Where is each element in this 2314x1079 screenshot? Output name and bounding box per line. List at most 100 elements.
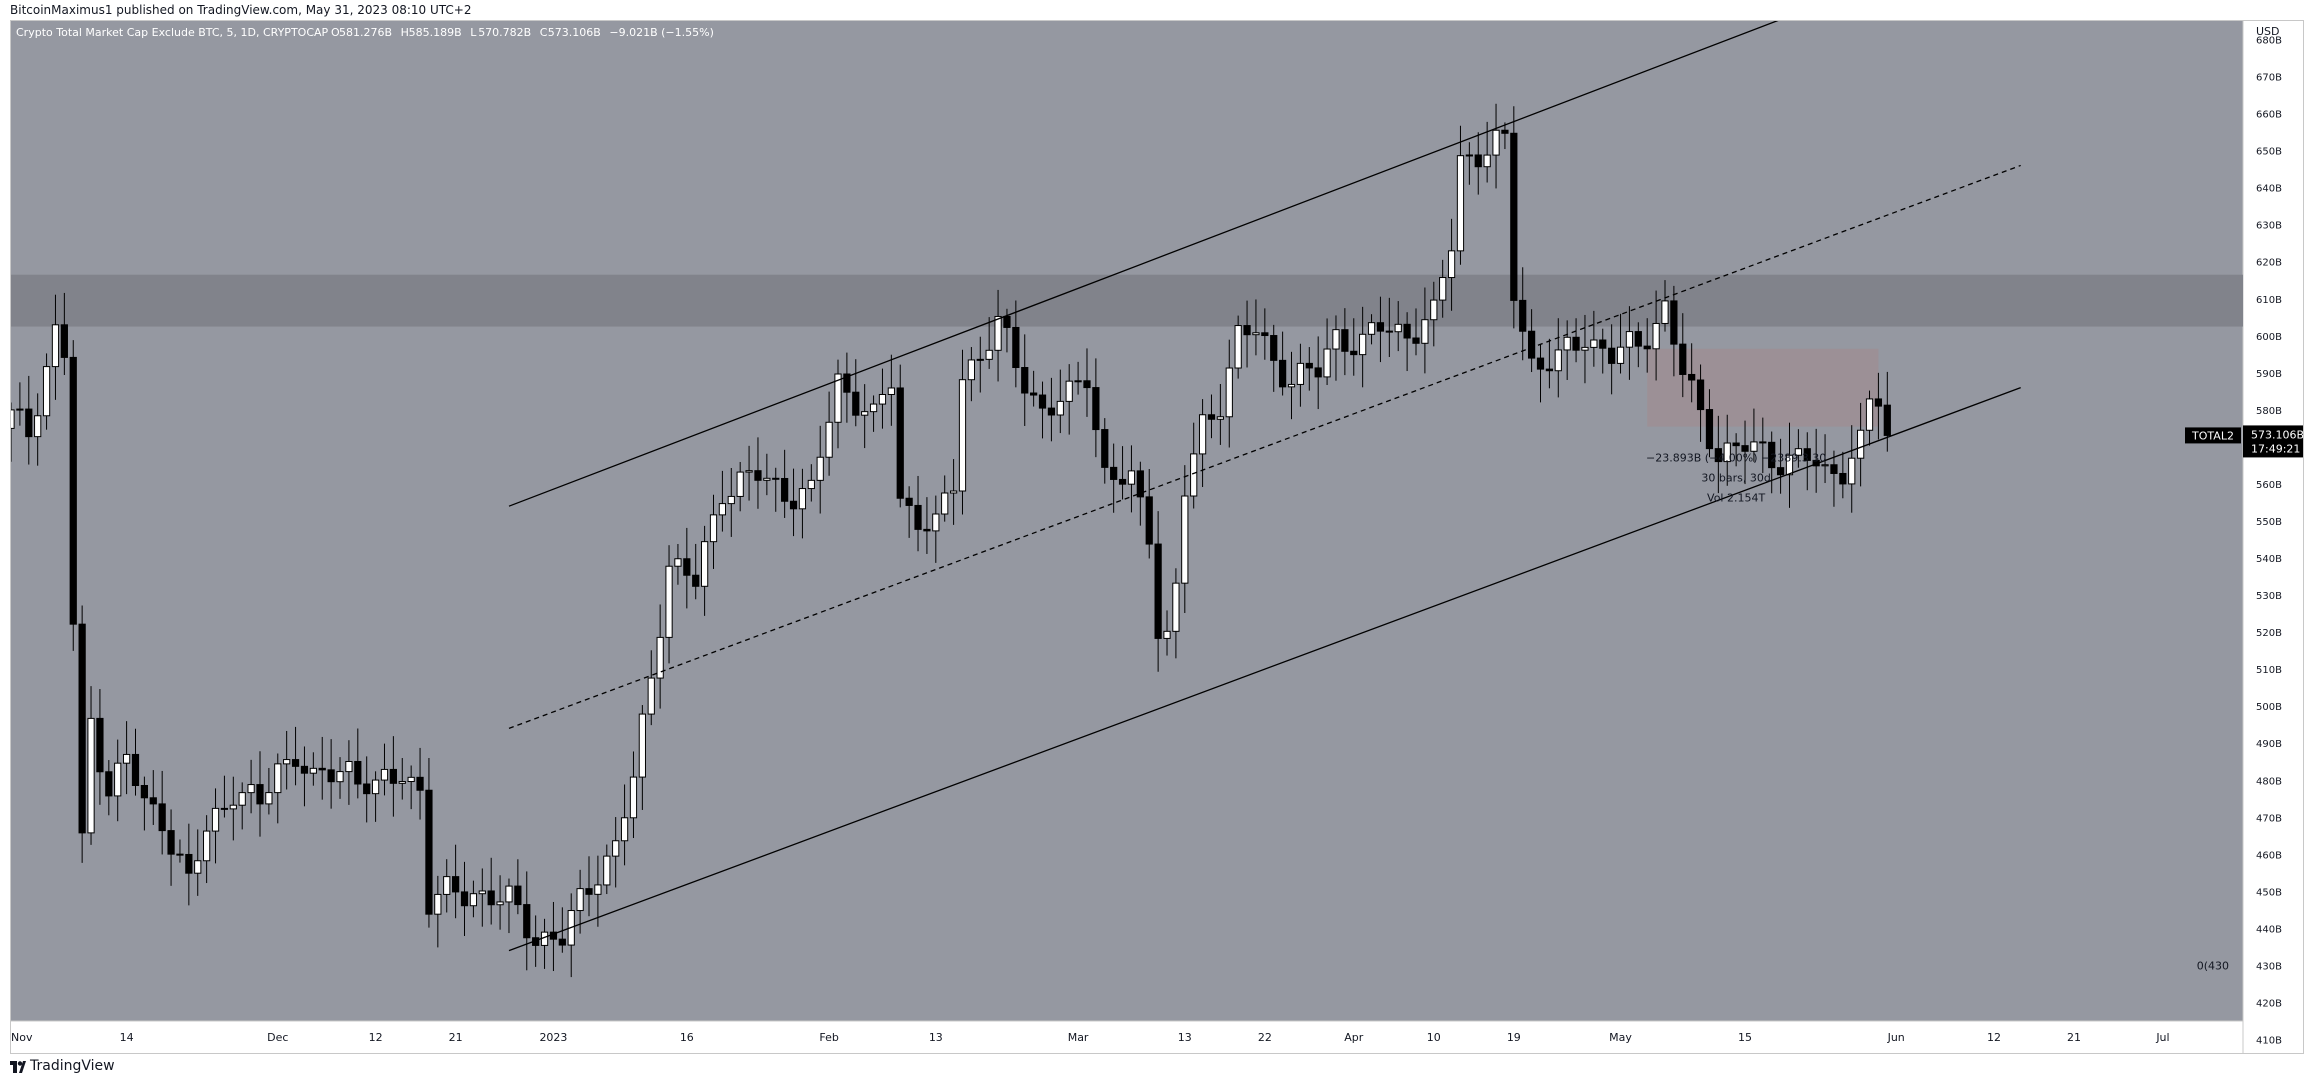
candle-body: [861, 411, 869, 416]
candle-body: [1785, 454, 1794, 476]
candle: [1857, 402, 1865, 487]
candle-body: [1012, 326, 1020, 369]
candle: [976, 336, 984, 393]
candle-body: [665, 565, 673, 638]
candle: [772, 467, 780, 512]
candle: [718, 470, 727, 532]
candle-body: [1794, 448, 1802, 456]
candle: [1616, 313, 1625, 374]
candle-body: [1279, 359, 1287, 388]
candle: [1279, 331, 1287, 396]
candle: [256, 751, 264, 837]
candle-body: [1003, 315, 1011, 328]
candle-body: [1581, 346, 1589, 351]
candle-body: [869, 403, 878, 413]
candle: [345, 740, 353, 805]
candle-body: [1776, 467, 1785, 476]
candle: [452, 844, 460, 919]
candle-body: [1527, 330, 1536, 359]
candle: [949, 459, 958, 525]
candle: [1545, 338, 1554, 389]
candle-body: [620, 817, 629, 842]
tradingview-brand: TradingView: [30, 1058, 115, 1074]
candle: [51, 294, 60, 400]
candle-body: [638, 713, 646, 778]
candle: [194, 829, 202, 896]
candle: [203, 815, 211, 884]
candle-body: [158, 803, 166, 832]
candle: [87, 686, 95, 845]
candle: [665, 545, 673, 664]
candle-body: [1492, 129, 1500, 156]
candle: [514, 859, 522, 915]
candle: [1643, 318, 1651, 373]
channel-line[interactable]: [508, 1, 1826, 507]
candle-body: [1056, 400, 1064, 416]
candle: [1030, 370, 1038, 407]
channel-line[interactable]: [508, 387, 2021, 952]
candle-body: [1670, 300, 1678, 345]
candle: [1865, 390, 1874, 446]
x-tick-label: 22: [1258, 1031, 1272, 1044]
candle: [167, 809, 175, 886]
candle: [1634, 322, 1642, 368]
candle-body: [736, 471, 744, 497]
candle-body: [558, 938, 566, 946]
candle-body: [1768, 441, 1776, 469]
candle: [932, 495, 940, 563]
candle-body: [1225, 367, 1233, 418]
candle: [78, 605, 86, 863]
candlestick-chart[interactable]: −23.893B (−4.00%) −2389.3 30 30 bars, 30d…: [7, 1, 2304, 1053]
chart-frame[interactable]: −23.893B (−4.00%) −2389.3 30 30 bars, 30d…: [7, 1, 2304, 1054]
published-text: BitcoinMaximus1 published on TradingView…: [10, 3, 472, 17]
candle: [1803, 432, 1811, 491]
measure-annotation-line: 30 bars, 30d: [1701, 472, 1770, 485]
candle-body: [87, 717, 95, 834]
channel-midline[interactable]: [508, 164, 2021, 730]
candle: [265, 767, 273, 815]
candle: [1341, 308, 1349, 376]
candle: [114, 739, 122, 822]
candle-body: [1696, 379, 1705, 411]
candle-body: [1127, 470, 1136, 485]
y-tick-label: 410B: [2256, 1036, 2282, 1047]
candle: [469, 880, 478, 918]
candle: [416, 747, 424, 820]
candle: [1056, 369, 1064, 434]
candle: [1154, 511, 1162, 672]
candle-body: [318, 767, 326, 771]
candle: [1536, 344, 1545, 403]
candle: [736, 461, 744, 512]
candle-body: [416, 776, 424, 791]
candle-body: [229, 804, 237, 810]
candle: [211, 788, 220, 864]
candle: [834, 359, 842, 449]
candle: [985, 317, 993, 369]
candle: [1883, 371, 1891, 452]
candle-body: [674, 558, 682, 567]
candle-body: [42, 366, 51, 417]
candle-body: [291, 759, 300, 767]
candle-body: [1421, 319, 1429, 344]
candle-body: [1456, 155, 1465, 252]
candle-body: [1741, 445, 1749, 452]
candle-body: [220, 807, 229, 810]
candle-body: [1750, 441, 1758, 452]
candle-body: [1110, 466, 1118, 480]
candle: [363, 756, 371, 823]
candle: [1501, 122, 1509, 150]
candle: [798, 468, 807, 539]
candle: [1243, 300, 1251, 368]
candle-body: [905, 497, 913, 506]
candle: [309, 752, 317, 786]
candle-body: [1359, 333, 1367, 356]
bar-countdown: 17:49:21: [2251, 442, 2300, 455]
candle-body: [363, 783, 371, 795]
candle-body: [514, 885, 522, 906]
candle-body: [380, 768, 389, 781]
footer: TradingView: [0, 1055, 2314, 1079]
candle: [1456, 125, 1465, 265]
candle-body: [1261, 332, 1269, 337]
x-tick-label: Jul: [2155, 1031, 2169, 1044]
candle-body: [1608, 347, 1616, 364]
